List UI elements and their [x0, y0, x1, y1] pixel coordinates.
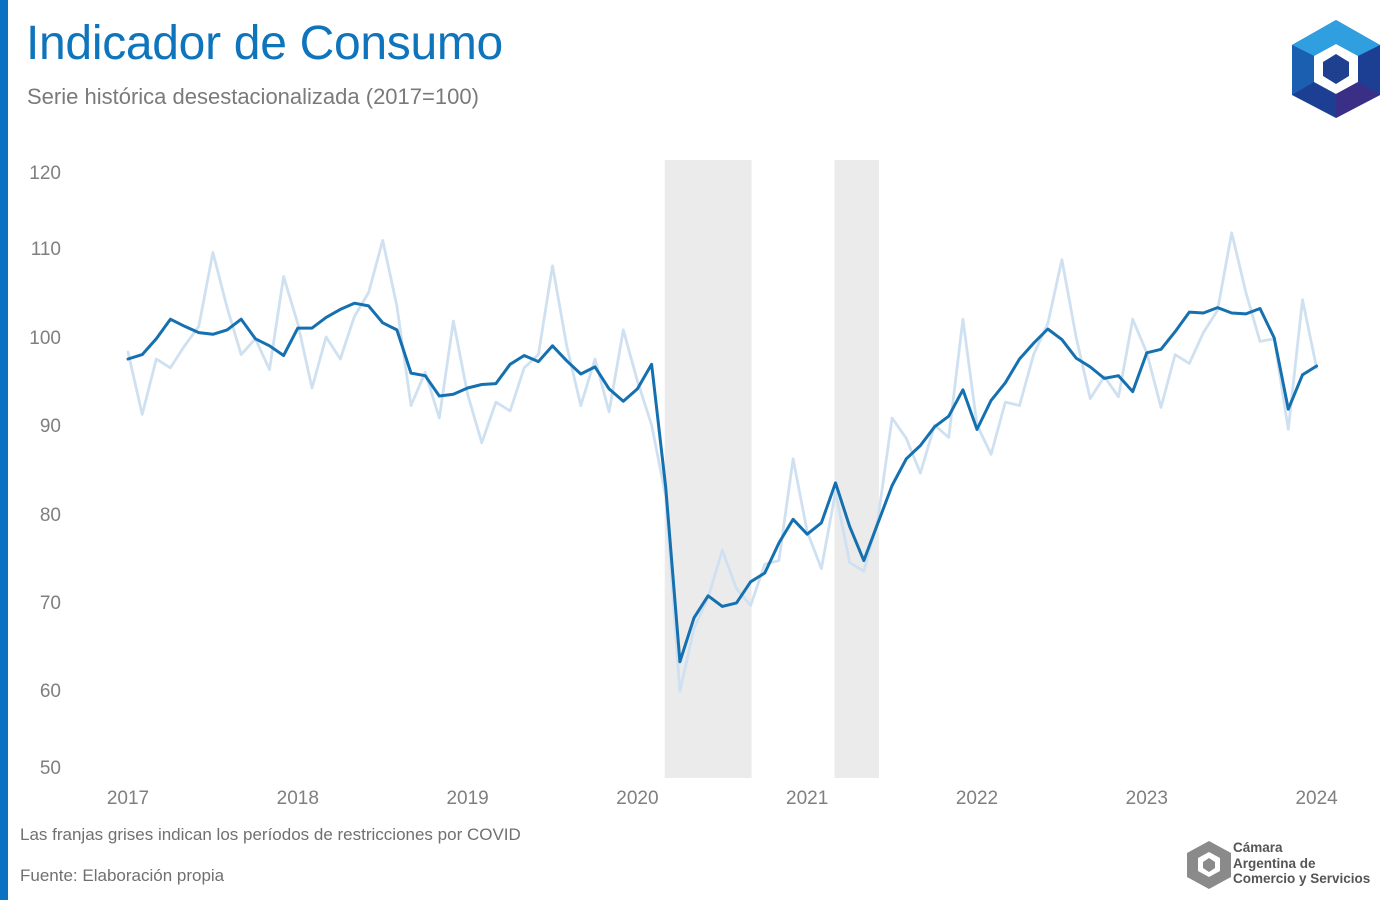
- seasonally-adjusted-series-line: [126, 301, 1319, 664]
- covid-band-1: [664, 160, 752, 778]
- y-tick-label-110: 110: [31, 239, 61, 260]
- source-note: Fuente: Elaboración propia: [20, 866, 225, 885]
- x-tick-label-2021: 2021: [786, 788, 828, 809]
- organization-line-3: Comercio y Servicios: [1233, 871, 1371, 886]
- organization-name: Cámara Argentina de Comercio y Servicios: [1233, 840, 1370, 887]
- x-tick-label-2022: 2022: [956, 788, 998, 809]
- cac-logo-icon: [1292, 20, 1380, 118]
- cac-footer-logo-icon: [1187, 841, 1231, 889]
- x-tick-label-2024: 2024: [1295, 788, 1338, 809]
- y-tick-label-90: 90: [40, 416, 61, 437]
- y-tick-label-70: 70: [40, 593, 61, 614]
- organization-line-1: Cámara: [1233, 840, 1283, 855]
- page-title: Indicador de Consumo: [26, 17, 503, 70]
- covid-band-2: [834, 160, 879, 778]
- x-tick-label-2017: 2017: [107, 788, 149, 809]
- organization-line-2: Argentina de: [1233, 855, 1316, 871]
- x-tick-label-2018: 2018: [277, 788, 319, 809]
- x-tick-label-2023: 2023: [1126, 788, 1168, 809]
- y-tick-label-60: 60: [40, 681, 61, 702]
- chart-note: Las franjas grises indican los períodos …: [20, 825, 521, 844]
- y-tick-label-80: 80: [40, 505, 61, 526]
- raw-series-line: [126, 231, 1318, 693]
- x-tick-label-2020: 2020: [616, 788, 658, 809]
- y-tick-label-50: 50: [40, 758, 61, 779]
- page-subtitle: Serie histórica desestacionalizada (2017…: [27, 84, 479, 109]
- left-accent-bar: [0, 0, 8, 900]
- y-tick-label-120: 120: [29, 163, 61, 184]
- x-tick-label-2019: 2019: [446, 788, 488, 809]
- y-tick-label-100: 100: [29, 328, 61, 349]
